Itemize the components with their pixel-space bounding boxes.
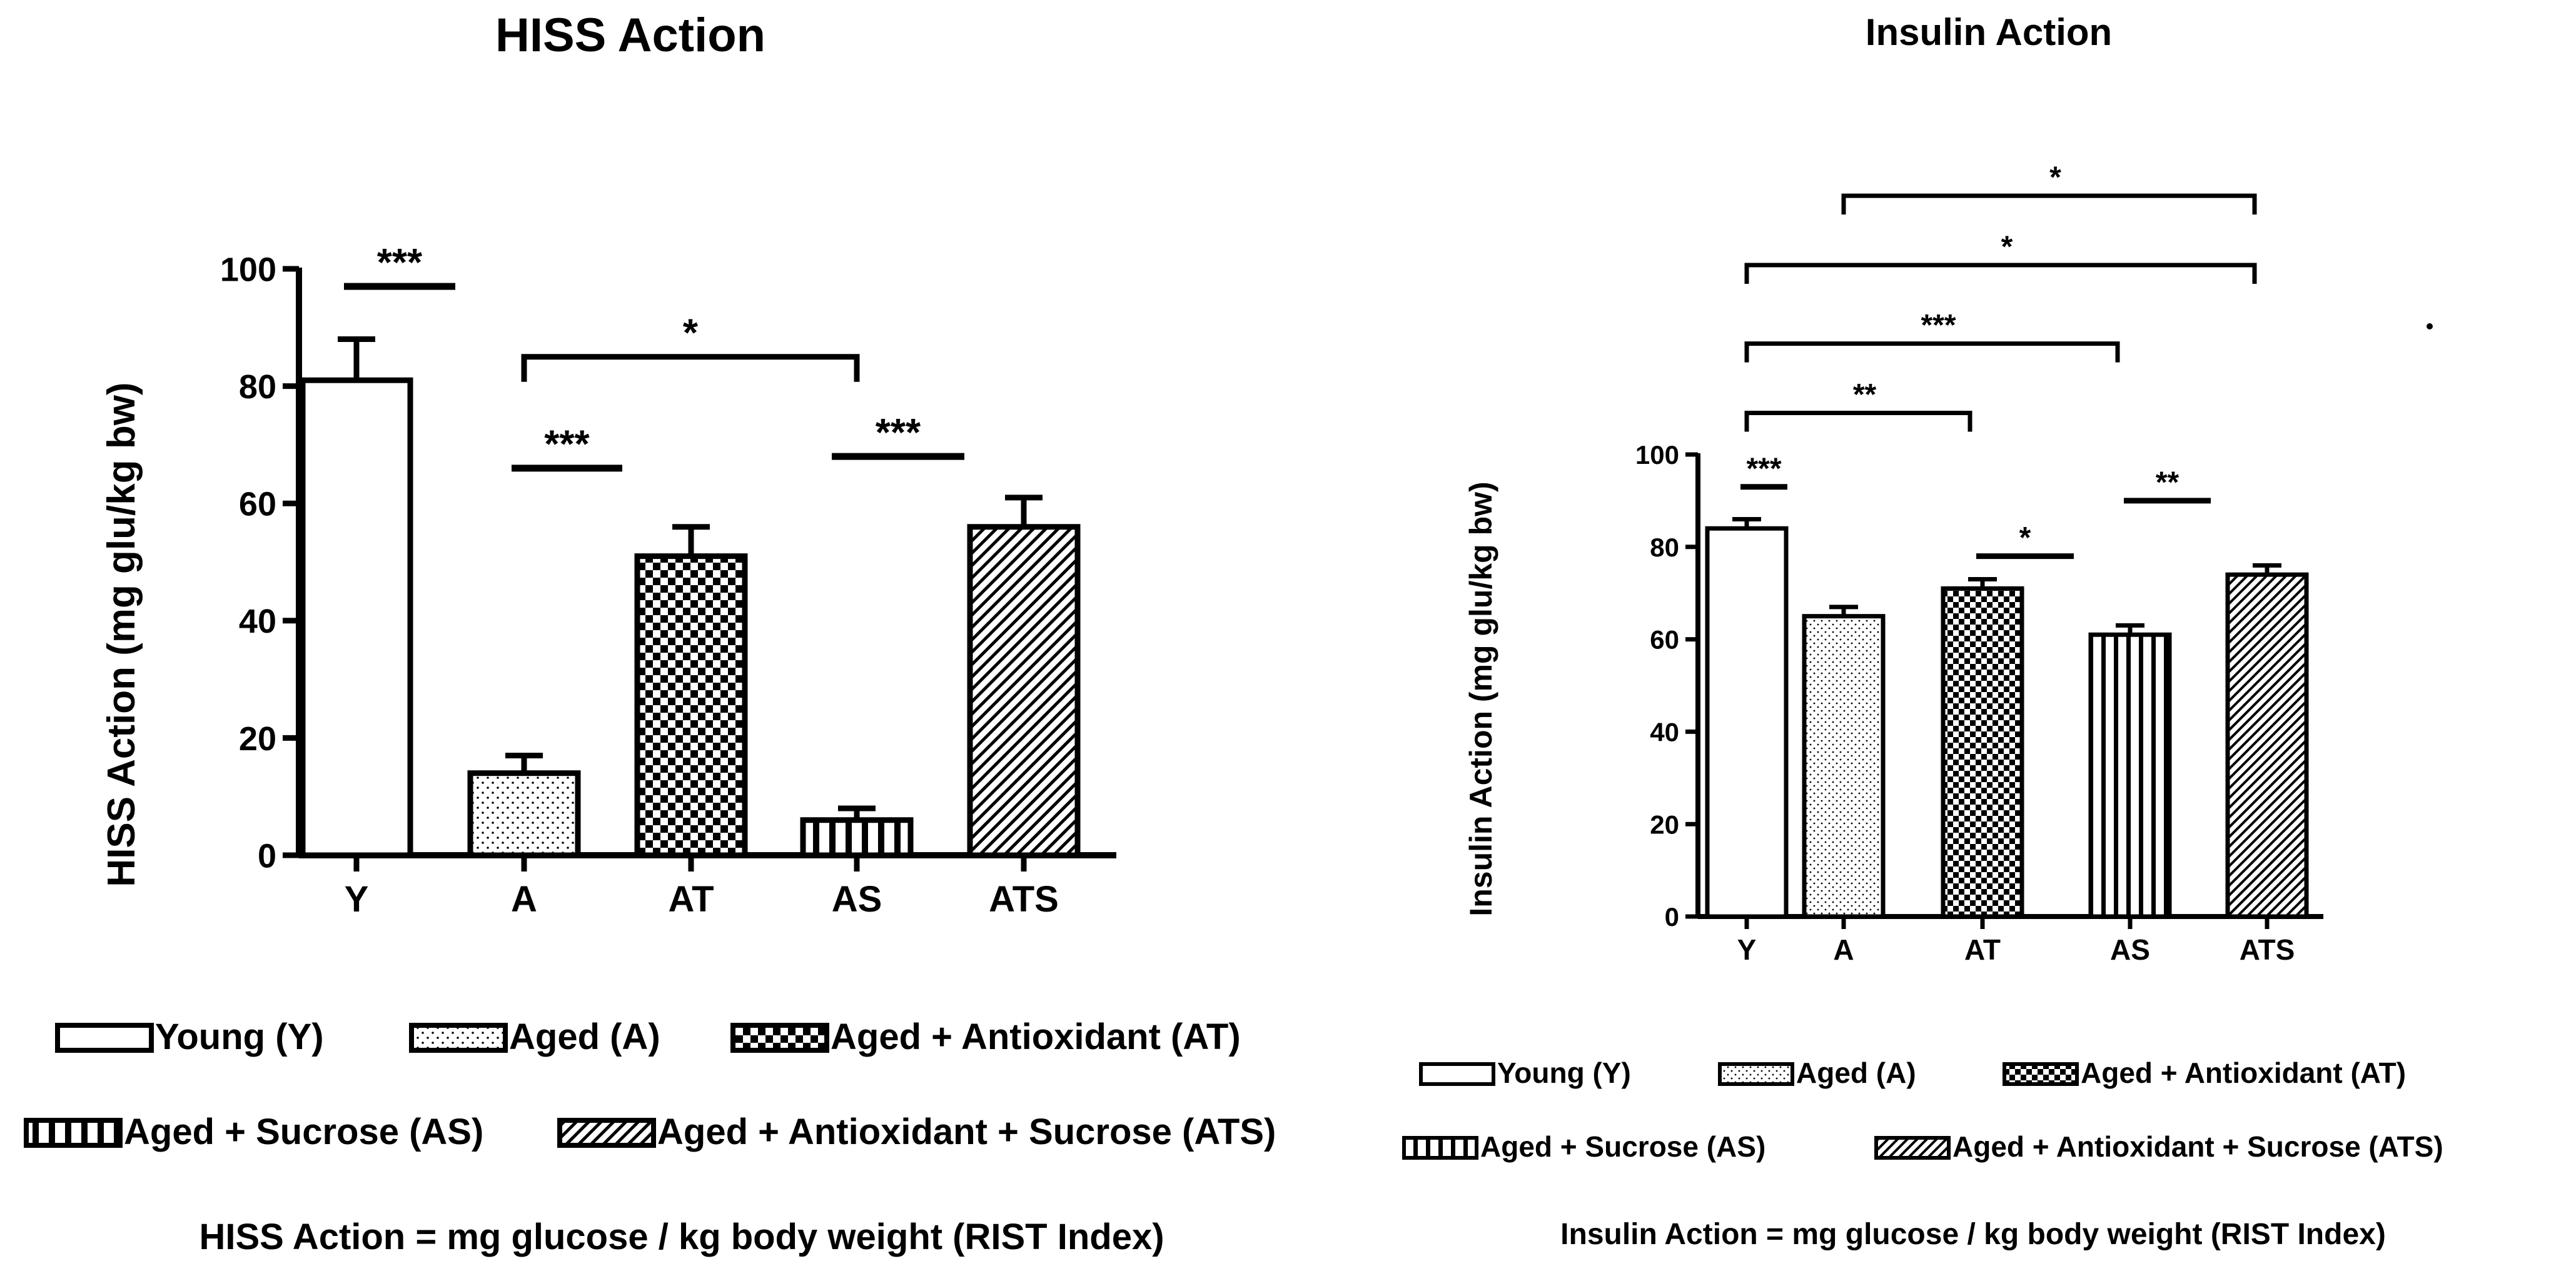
- x-tick-label: Y: [345, 879, 369, 920]
- y-tick-label: 100: [220, 251, 276, 288]
- legend-swatch: [409, 1023, 508, 1053]
- stray-dot: [2427, 323, 2433, 329]
- significance-label: *: [683, 311, 699, 354]
- chart-title: HISS Action: [495, 9, 765, 62]
- x-tick-label: AT: [1964, 933, 2001, 966]
- legend-label: Aged + Antioxidant + Sucrose (ATS): [657, 1112, 1276, 1152]
- y-tick-label: 40: [239, 603, 276, 640]
- x-tick-label: Y: [1737, 933, 1757, 966]
- y-tick-label: 60: [239, 486, 276, 523]
- significance-bracket: [521, 354, 860, 382]
- y-tick-label: 40: [1650, 718, 1679, 747]
- bar-a: [467, 770, 581, 858]
- legend-swatch: [1718, 1062, 1794, 1086]
- bar-ats: [967, 524, 1081, 858]
- x-tick-label: AS: [2110, 933, 2150, 966]
- bar-at: [1941, 586, 2024, 919]
- significance-label: ***: [876, 411, 921, 455]
- x-tick-label: ATS: [2240, 933, 2295, 966]
- significance-label: *: [2049, 161, 2061, 194]
- y-tick-label: 60: [1650, 625, 1679, 655]
- bar-a: [1802, 614, 1886, 919]
- significance-label: ***: [377, 241, 423, 284]
- legend-label: Aged (A): [1796, 1057, 1916, 1089]
- significance-bracket: [1744, 410, 1972, 432]
- bar-at: [634, 553, 748, 858]
- legend-swatch: [730, 1023, 829, 1053]
- legend-label: Aged + Sucrose (AS): [124, 1112, 483, 1152]
- significance-label: ***: [1921, 309, 1956, 342]
- x-tick-label: A: [511, 879, 537, 920]
- legend-label: Aged + Antioxidant (AT): [831, 1017, 1241, 1057]
- legend-label: Young (Y): [1497, 1057, 1631, 1089]
- y-tick-label: 100: [1635, 440, 1679, 470]
- significance-label: ***: [544, 423, 590, 466]
- legend-swatch: [1419, 1062, 1495, 1086]
- legend-label: Aged + Sucrose (AS): [1480, 1130, 1765, 1163]
- significance-bracket: [1841, 193, 2257, 215]
- legend-swatch: [24, 1118, 123, 1148]
- legend-swatch: [557, 1118, 656, 1148]
- bar-as: [2088, 632, 2172, 919]
- significance-label: **: [2156, 466, 2179, 499]
- significance-bracket: [1744, 341, 2120, 363]
- y-axis-label: HISS Action (mg glu/kg bw): [100, 382, 143, 887]
- significance-label: *: [2001, 231, 2013, 264]
- significance-label: *: [2019, 521, 2031, 555]
- x-tick-label: AT: [668, 879, 714, 920]
- chart-title: Insulin Action: [1866, 11, 2112, 53]
- bar-y: [1705, 526, 1789, 919]
- y-tick-label: 20: [239, 720, 276, 758]
- legend-label: Young (Y): [155, 1017, 324, 1057]
- chart-note: Insulin Action = mg glucose / kg body we…: [1560, 1218, 2386, 1251]
- legend-label: Aged (A): [509, 1017, 660, 1057]
- bar-y: [300, 377, 413, 858]
- y-tick-label: 0: [1665, 902, 1679, 932]
- x-tick-label: A: [1833, 933, 1854, 966]
- hiss-legend: Young (Y) Aged (A) Aged + Antioxidant (AT)…: [24, 1017, 1276, 1152]
- x-tick-label: AS: [832, 879, 882, 920]
- legend-label: Aged + Antioxidant (AT): [2081, 1057, 2406, 1089]
- significance-bracket: [1744, 263, 2257, 284]
- legend-swatch: [1402, 1136, 1478, 1160]
- legend-swatch: [1874, 1136, 1951, 1160]
- y-axis-label: Insulin Action (mg glu/kg bw): [1463, 481, 1498, 916]
- significance-label: ***: [1746, 452, 1781, 485]
- bar-ats: [2225, 572, 2309, 919]
- y-tick-label: 20: [1650, 810, 1679, 839]
- insulin-legend: Young (Y) Aged (A) Aged + Antioxidant (AT)…: [1402, 1057, 2443, 1163]
- y-tick-label: 0: [258, 837, 276, 875]
- significance-label: **: [1853, 378, 1877, 411]
- chart-note: HISS Action = mg glucose / kg body weigh…: [199, 1217, 1164, 1257]
- x-tick-label: ATS: [989, 879, 1059, 920]
- y-tick-label: 80: [1650, 533, 1679, 562]
- legend-swatch: [55, 1023, 154, 1053]
- legend-swatch: [2003, 1062, 2079, 1086]
- y-tick-label: 80: [239, 368, 276, 406]
- bar-as: [800, 817, 914, 858]
- legend-label: Aged + Antioxidant + Sucrose (ATS): [1952, 1130, 2443, 1163]
